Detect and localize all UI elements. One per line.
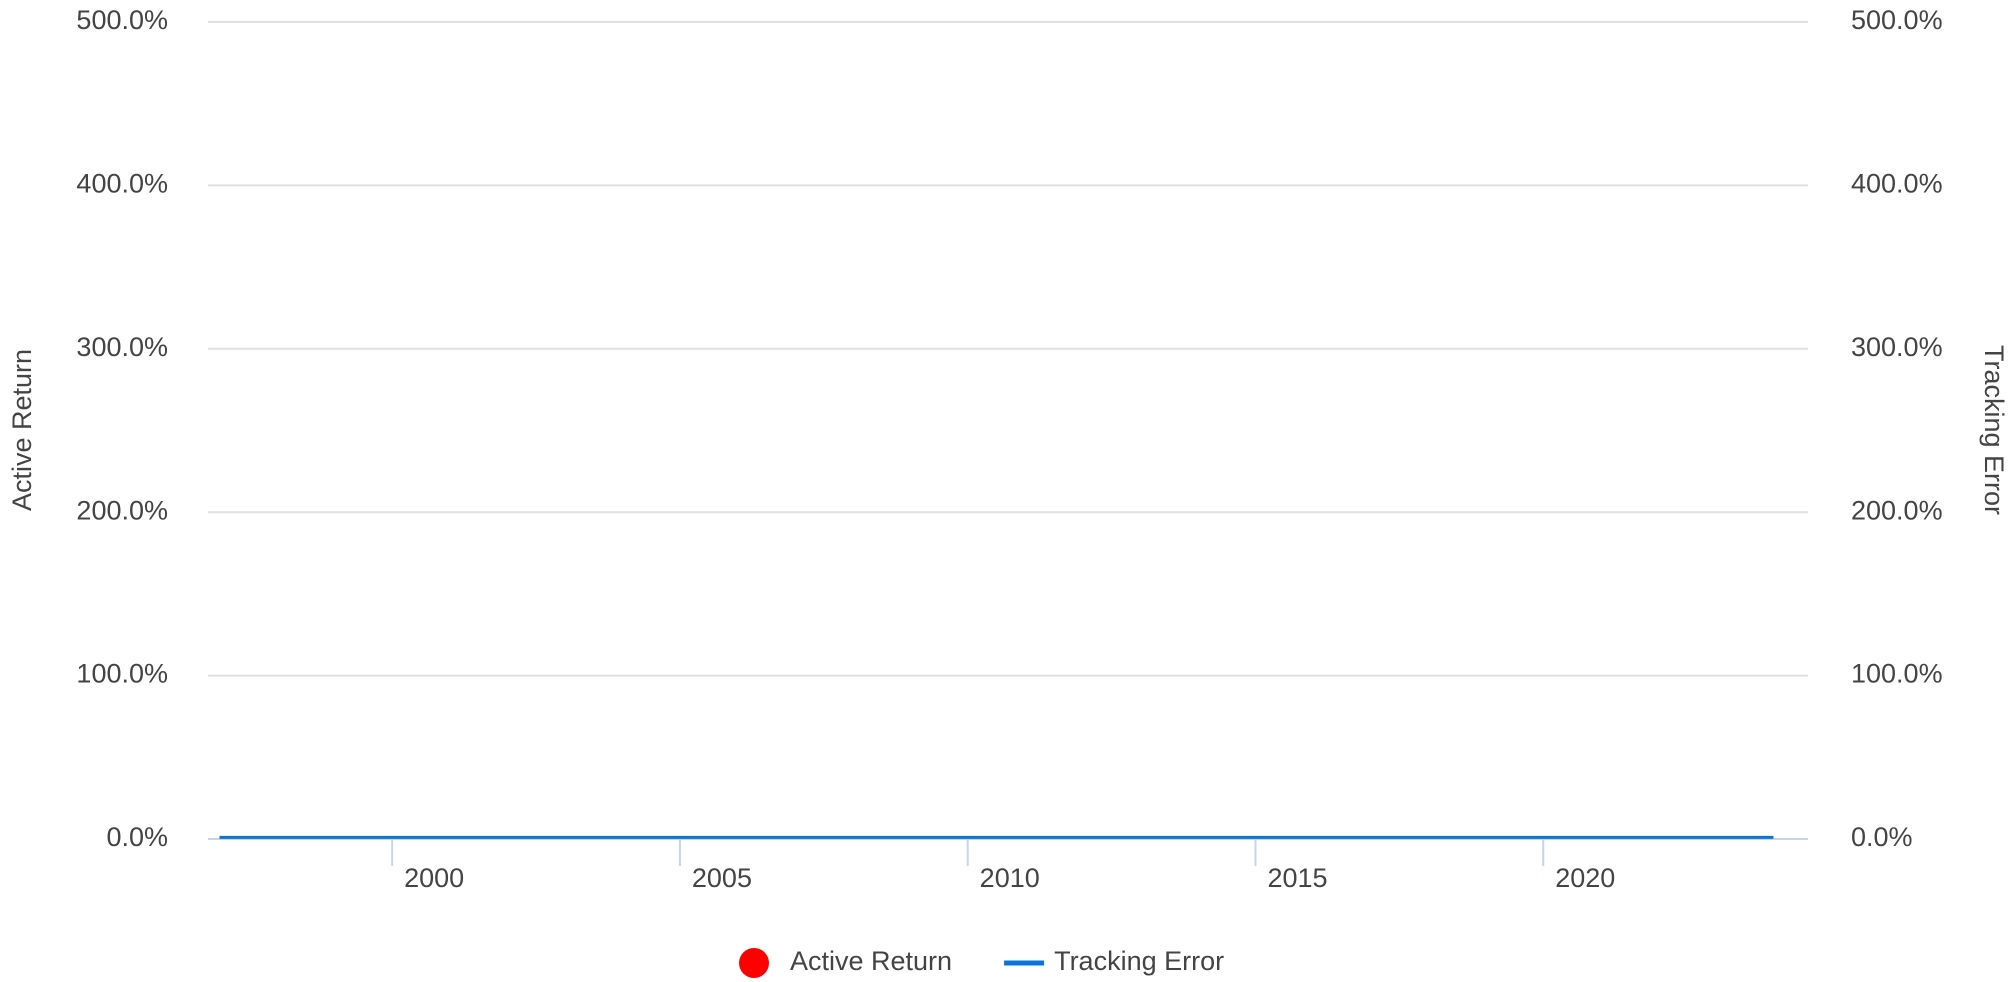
x-tick-label: 2010 — [980, 863, 1040, 893]
y-axis-title: Active Return — [7, 349, 37, 511]
y2-tick-label: 300.0% — [1851, 332, 1943, 362]
x-tick-label: 2000 — [404, 863, 464, 893]
x-tick-label: 2015 — [1267, 863, 1327, 893]
y2-axis-title: Tracking Error — [1979, 345, 2009, 515]
y-tick-label: 300.0% — [76, 332, 168, 362]
y2-tick-label: 100.0% — [1851, 659, 1943, 689]
y-tick-label: 200.0% — [76, 495, 168, 525]
y2-tick-label: 500.0% — [1851, 5, 1943, 35]
legend-label: Active Return — [790, 946, 952, 976]
x-tick-label: 2020 — [1555, 863, 1615, 893]
y-tick-label: 100.0% — [76, 659, 168, 689]
x-tick-label: 2005 — [692, 863, 752, 893]
legend-marker — [739, 948, 769, 978]
y2-tick-label: 200.0% — [1851, 495, 1943, 525]
y-tick-label: 0.0% — [106, 822, 168, 852]
y-tick-label: 500.0% — [76, 5, 168, 35]
y2-tick-label: 400.0% — [1851, 169, 1943, 199]
legend-label: Tracking Error — [1054, 946, 1224, 976]
y2-tick-label: 0.0% — [1851, 822, 1913, 852]
y-tick-label: 400.0% — [76, 169, 168, 199]
